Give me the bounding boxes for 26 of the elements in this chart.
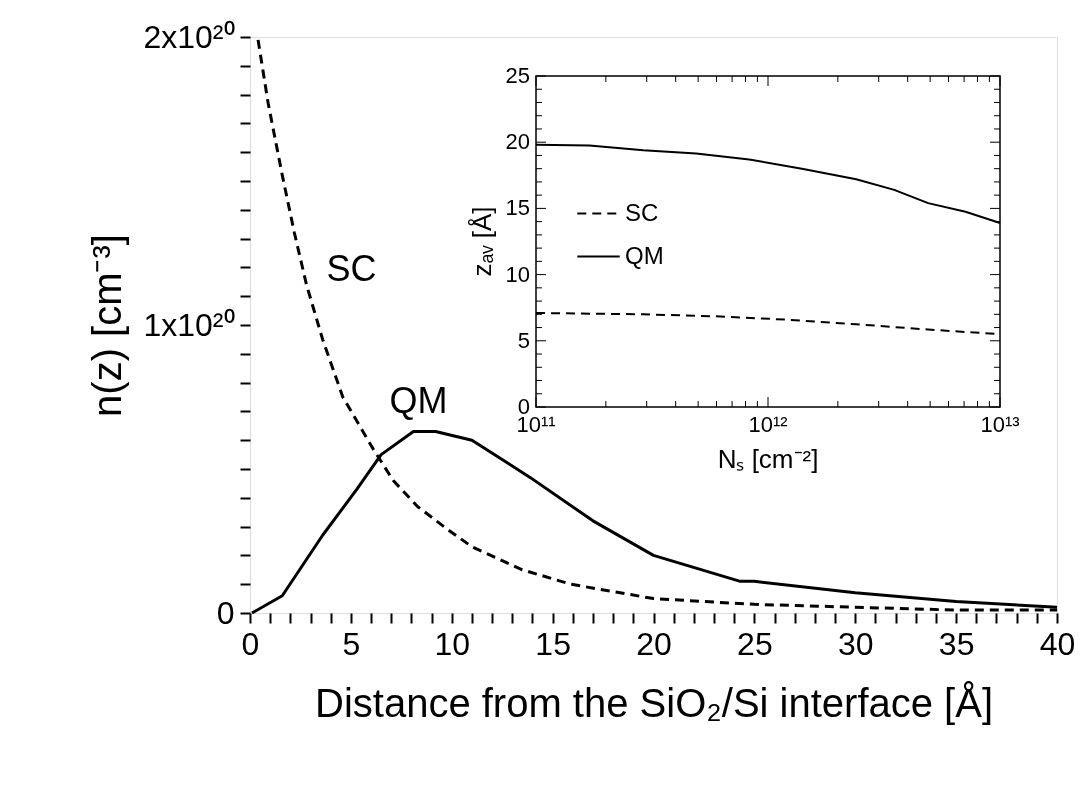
x-axis-title: Distance from the SiO₂/Si interface [Å] xyxy=(314,680,994,725)
x-tick-label: 10 xyxy=(434,625,471,662)
y-tick-label: 25 xyxy=(505,63,530,88)
x-tick-label: 10¹² xyxy=(748,412,788,437)
legend-label: QM xyxy=(625,241,664,269)
y-axis-title: n(z) [cm⁻³] xyxy=(85,234,130,417)
x-tick-label: 35 xyxy=(938,625,975,662)
x-tick-label: 20 xyxy=(636,625,672,662)
x-tick-label: 5 xyxy=(342,625,361,662)
y-axis-title: zₐᵥ [Å] xyxy=(467,206,497,277)
series-label: QM xyxy=(389,379,448,421)
y-tick-label: 2x10²⁰ xyxy=(143,18,235,55)
series-label: SC xyxy=(326,247,377,289)
y-tick-label: 5 xyxy=(517,327,530,353)
y-tick-label: 20 xyxy=(505,129,530,155)
x-tick-label: 0 xyxy=(241,625,260,662)
y-tick-label: 10 xyxy=(505,261,530,287)
y-tick-label: 1x10²⁰ xyxy=(143,306,235,343)
y-tick-label: 15 xyxy=(505,195,530,221)
y-tick-label: 0 xyxy=(216,594,235,631)
x-axis-title: Nₛ [cm⁻²] xyxy=(717,444,819,474)
x-tick-label: 40 xyxy=(1039,625,1076,662)
legend-label: SC xyxy=(625,198,659,226)
x-tick-label: 30 xyxy=(837,625,874,662)
x-tick-label: 25 xyxy=(737,625,773,662)
x-tick-label: 10¹³ xyxy=(980,412,1020,437)
